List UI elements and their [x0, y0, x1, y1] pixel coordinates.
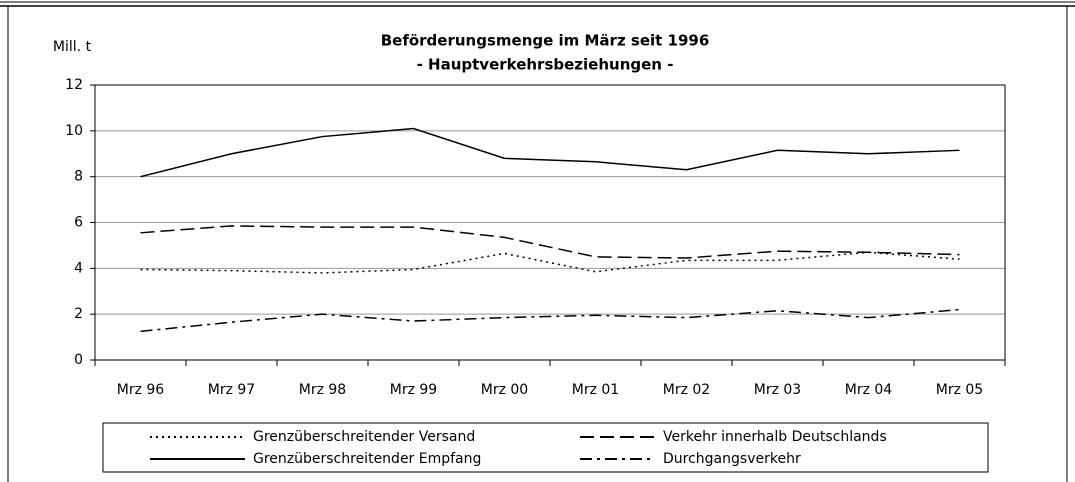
series-line	[140, 308, 960, 333]
x-tick-label: Mrz 00	[481, 382, 528, 398]
chart-title: Beförderungsmenge im März seit 1996	[381, 32, 710, 50]
series-line	[140, 127, 960, 178]
x-tick-label: Mrz 02	[663, 382, 710, 398]
y-tick-label: 8	[74, 169, 83, 185]
chart-subtitle: - Hauptverkehrsbeziehungen -	[417, 56, 674, 74]
y-tick-label: 10	[65, 123, 83, 139]
x-tick-label: Mrz 98	[299, 382, 346, 398]
y-tick-label: 2	[74, 306, 83, 322]
legend-label: Verkehr innerhalb Deutschlands	[663, 429, 887, 445]
x-tick-label: Mrz 97	[208, 382, 255, 398]
x-tick-label: Mrz 04	[845, 382, 893, 398]
x-tick-label: Mrz 05	[936, 382, 983, 398]
y-tick-label: 12	[65, 77, 83, 93]
series-line	[140, 225, 960, 259]
y-axis-label: Mill. t	[53, 39, 92, 55]
y-tick-label: 6	[74, 215, 83, 231]
x-tick-label: Mrz 03	[754, 382, 801, 398]
legend-label: Grenzüberschreitender Versand	[253, 429, 475, 445]
legend-label: Grenzüberschreitender Empfang	[253, 451, 481, 467]
x-tick-label: Mrz 01	[572, 382, 619, 398]
legend-label: Durchgangsverkehr	[663, 451, 801, 467]
legend-box	[102, 422, 989, 473]
y-tick-label: 0	[74, 352, 83, 368]
x-tick-label: Mrz 96	[117, 382, 165, 398]
series-line	[140, 251, 960, 274]
x-tick-label: Mrz 99	[390, 382, 437, 398]
y-tick-label: 4	[74, 260, 83, 276]
